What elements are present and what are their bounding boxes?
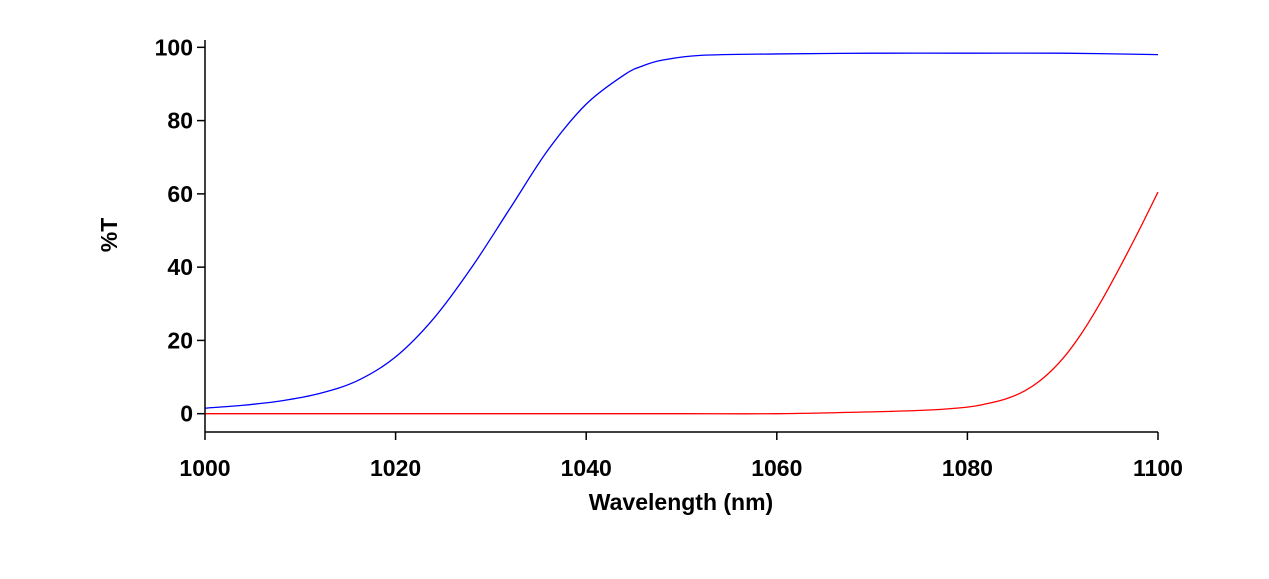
x-axis-label: Wavelength (nm) [589, 489, 773, 515]
plot-lines [204, 52, 1159, 415]
x-tick-label: 1000 [179, 455, 230, 481]
x-tick-label: 1020 [370, 455, 421, 481]
series-line-2 [205, 191, 1159, 415]
x-tick-label: 1040 [561, 455, 612, 481]
y-tick-label: 20 [167, 327, 193, 353]
y-tick-label: 40 [167, 254, 193, 280]
y-axis-label: %T [96, 218, 122, 253]
x-tick-label: 1100 [1133, 455, 1183, 481]
x-tick-label: 1080 [942, 455, 993, 481]
y-tick-label: 60 [167, 181, 193, 207]
x-ticks: 1000 1020 1040 1060 1080 1100 [179, 432, 1183, 481]
series-line-1 [204, 52, 1159, 409]
y-tick-label: 100 [155, 34, 193, 60]
y-tick-label: 80 [167, 108, 193, 134]
y-ticks: 0 20 40 60 80 100 [155, 34, 205, 427]
y-tick-label: 0 [180, 401, 193, 427]
x-tick-label: 1060 [751, 455, 802, 481]
